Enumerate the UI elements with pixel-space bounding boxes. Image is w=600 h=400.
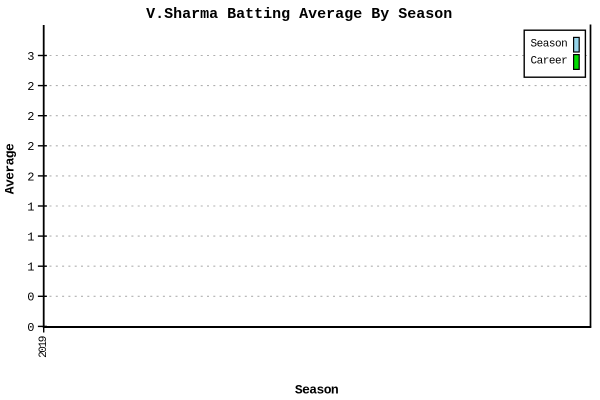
svg-text:2: 2 xyxy=(27,110,34,124)
svg-text:2: 2 xyxy=(27,80,34,94)
svg-text:Season: Season xyxy=(531,39,568,51)
svg-text:2: 2 xyxy=(27,140,34,154)
svg-text:Season: Season xyxy=(295,382,339,397)
svg-text:0: 0 xyxy=(27,321,34,335)
svg-text:1: 1 xyxy=(27,200,34,214)
svg-text:V.Sharma Batting Average By Se: V.Sharma Batting Average By Season xyxy=(146,6,452,23)
svg-text:0: 0 xyxy=(27,291,34,305)
svg-text:2: 2 xyxy=(27,170,34,184)
svg-text:Career: Career xyxy=(531,56,568,68)
svg-text:3: 3 xyxy=(27,50,34,64)
svg-text:Average: Average xyxy=(3,143,18,194)
svg-text:1: 1 xyxy=(27,231,34,245)
svg-text:2019: 2019 xyxy=(38,336,50,358)
svg-text:1: 1 xyxy=(27,261,34,275)
